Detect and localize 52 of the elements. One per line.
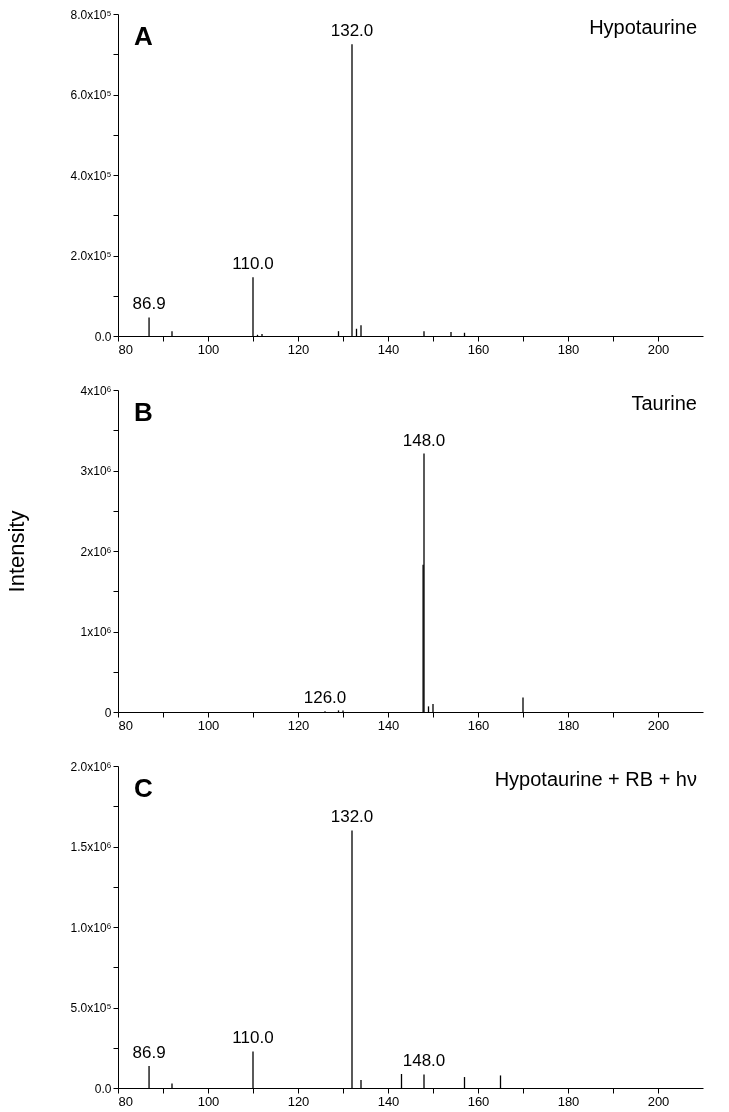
x-tick-label: 140: [377, 341, 400, 357]
annotation: 110.0: [232, 1028, 274, 1048]
annotation: 86.9: [132, 294, 166, 314]
x-tick-label: 80: [118, 717, 133, 733]
chart-title: Hypotaurine: [589, 16, 697, 38]
y-tick-label: 8.0x10⁵: [70, 7, 112, 22]
x-tick-label: 120: [287, 1093, 310, 1109]
x-tick-label: 160: [467, 341, 490, 357]
y-tick-label: 0.0: [94, 1081, 112, 1096]
y-tick-label: 2.0x10⁶: [70, 759, 112, 774]
x-tick-label: 160: [467, 717, 490, 733]
x-tick-label: 200: [647, 1093, 670, 1109]
y-tick-label: 4.0x10⁵: [70, 168, 112, 183]
x-tick-label: 120: [287, 717, 310, 733]
annotation: 148.0: [402, 430, 446, 450]
y-tick-label: 3x10⁶: [80, 464, 112, 478]
x-tick-label: 100: [197, 1093, 220, 1109]
x-tick-label: 100: [197, 717, 220, 733]
annotation: 110.0: [232, 254, 274, 274]
x-tick-label: 100: [197, 341, 220, 357]
annotation: A: [134, 21, 153, 51]
y-tick-label: 5.0x10⁵: [70, 1001, 112, 1015]
x-tick-label: 160: [467, 1093, 490, 1109]
y-tick-label: 0.0: [94, 329, 112, 344]
annotation: 132.0: [330, 21, 374, 41]
y-tick-label: 4x10⁶: [80, 383, 112, 398]
y-tick-label: 1x10⁶: [80, 625, 112, 639]
y-axis-title: Intensity: [3, 510, 29, 593]
x-tick-label: 200: [647, 341, 670, 357]
x-tick-label: 180: [557, 717, 580, 733]
x-tick-label: 200: [647, 717, 670, 733]
annotation: C: [134, 773, 153, 803]
chart-title: Taurine: [631, 392, 697, 414]
y-tick-label: 2x10⁶: [80, 544, 112, 559]
chart-title: Hypotaurine + RB + hν: [494, 768, 697, 790]
y-tick-label: 0: [104, 705, 112, 720]
x-tick-label: 180: [557, 341, 580, 357]
x-tick-label: 120: [287, 341, 310, 357]
x-tick-label: 140: [377, 717, 400, 733]
x-tick-label: 80: [118, 341, 133, 357]
annotation: B: [134, 397, 153, 427]
x-tick-label: 80: [118, 1093, 133, 1109]
y-tick-label: 2.0x10⁵: [70, 249, 112, 263]
annotation: 126.0: [303, 688, 347, 708]
y-tick-label: 1.5x10⁶: [70, 840, 112, 854]
annotation: 86.9: [132, 1042, 166, 1062]
annotation: 132.0: [330, 807, 374, 827]
y-tick-label: 1.0x10⁶: [70, 920, 112, 935]
y-tick-label: 6.0x10⁵: [70, 88, 112, 102]
annotation: 148.0: [402, 1051, 446, 1071]
x-tick-label: 140: [377, 1093, 400, 1109]
x-tick-label: 180: [557, 1093, 580, 1109]
